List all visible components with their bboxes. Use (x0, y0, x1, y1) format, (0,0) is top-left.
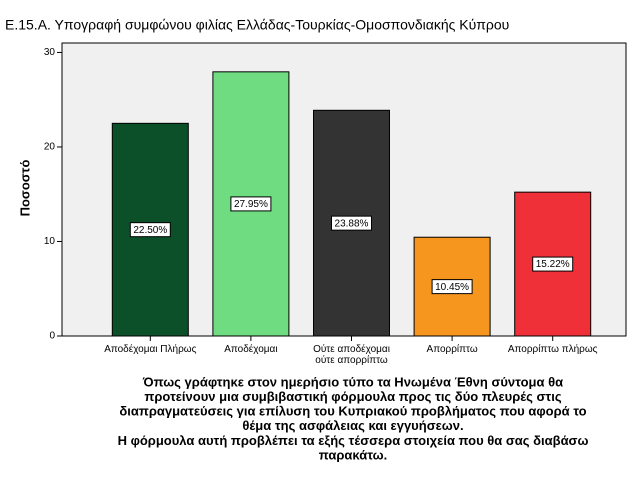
x-axis-label: παρακάτω. (319, 447, 387, 462)
y-tick-label: 0 (49, 331, 55, 342)
x-tick-label: Αποδέχομαι (224, 344, 278, 355)
y-tick-label: 10 (44, 236, 56, 247)
x-tick-label: Ούτε αποδέχομαι ούτε απορρίπτω (313, 344, 390, 366)
value-label: 23.88% (335, 218, 369, 229)
x-axis-label: διαπραγματεύσεις για επίλυση του Κυπριακ… (119, 404, 586, 419)
y-axis-label: Ποσοστό (17, 160, 32, 217)
value-label: 27.95% (234, 199, 268, 210)
x-axis-label: προτείνουν μια συμβιβαστική φόρμουλα προ… (144, 389, 561, 404)
x-tick-label: Απορρίπτω (426, 344, 478, 355)
x-axis-label: Όπως γράφτηκε στον ημερήσιο τύπο τα Ηνωμ… (142, 374, 563, 389)
value-label-box (331, 215, 372, 231)
value-label: 10.45% (435, 282, 469, 293)
x-tick-label: Αποδέχομαι Πλήρως (104, 344, 197, 355)
x-tick-label: Απορρίπτω πλήρως (507, 344, 598, 355)
y-tick-label: 20 (44, 142, 56, 153)
value-label-box (129, 222, 171, 238)
value-label: 22.50% (133, 225, 167, 236)
value-label: 15.22% (536, 259, 570, 270)
x-axis-label: Η φόρμουλα αυτή προβλέπει τα εξής τέσσερ… (118, 433, 589, 448)
value-label-box (230, 196, 272, 212)
value-label-box (532, 256, 574, 272)
value-label-box (431, 279, 473, 295)
y-tick-label: 30 (44, 47, 56, 58)
bar (514, 191, 592, 337)
x-axis-label: θέμα της ασφάλειας και εγγυήσεων. (242, 418, 463, 433)
chart-title: Ε.15.Α. Υπογραφή συμφώνου φιλίας Ελλάδας… (5, 17, 509, 33)
